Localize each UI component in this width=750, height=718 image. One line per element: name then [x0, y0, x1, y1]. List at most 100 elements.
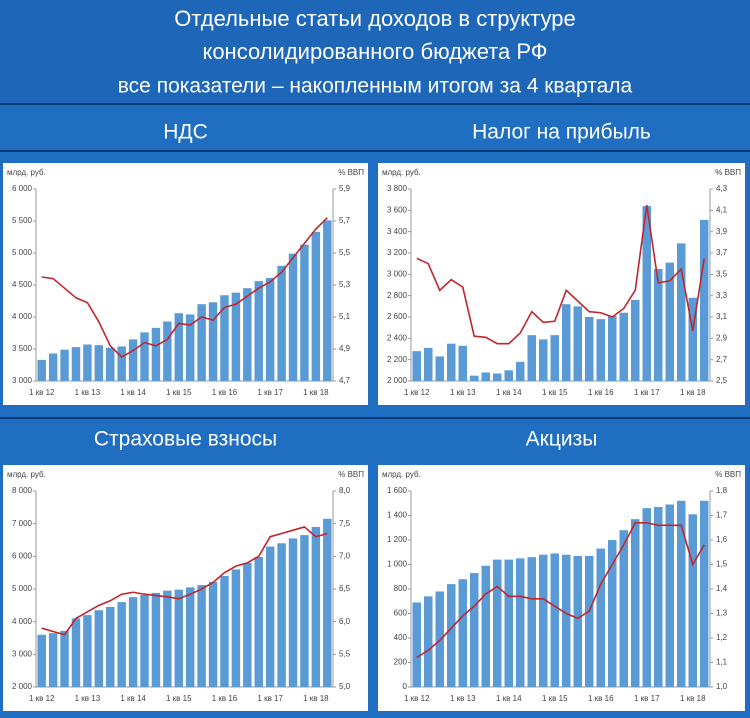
- bar: [492, 373, 502, 381]
- y2-tick-label: 7,5: [339, 519, 351, 528]
- y-axis-label: млрд. руб.: [382, 470, 421, 479]
- bar: [412, 602, 422, 687]
- bar: [254, 556, 263, 687]
- x-tick-label: 1 кв 12: [404, 694, 430, 703]
- bar: [106, 606, 115, 687]
- y-tick-label: 600: [394, 609, 408, 618]
- y-tick-label: 6 000: [12, 184, 33, 193]
- bar: [208, 581, 218, 687]
- bar: [60, 630, 69, 687]
- y2-tick-label: 8,0: [339, 486, 351, 495]
- y2-tick-label: 5,0: [339, 682, 351, 691]
- bar: [163, 321, 172, 381]
- y-tick-label: 3 000: [12, 376, 33, 385]
- y-tick-label: 2 400: [387, 333, 408, 342]
- y-tick-label: 5 000: [12, 584, 33, 593]
- bar: [174, 313, 184, 381]
- x-tick-label: 1 кв 14: [120, 694, 146, 703]
- line-series: [416, 204, 706, 345]
- y-tick-label: 2 600: [387, 312, 408, 321]
- x-tick-label: 1 кв 13: [75, 388, 101, 397]
- bar: [596, 319, 606, 381]
- y2-tick-label: 7,0: [339, 551, 351, 560]
- bar: [699, 500, 709, 687]
- bar: [277, 265, 286, 381]
- y2-tick-label: 3,3: [716, 291, 728, 300]
- x-tick-label: 1 кв 13: [450, 388, 476, 397]
- bar: [538, 554, 548, 687]
- y2-axis-label: % ВВП: [338, 470, 364, 479]
- x-tick-label: 1 кв 18: [303, 694, 329, 703]
- bar: [435, 356, 445, 381]
- x-tick-label: 1 кв 14: [496, 694, 522, 703]
- x-tick-label: 1 кв 12: [29, 694, 55, 703]
- y-axis-label: млрд. руб.: [382, 168, 421, 177]
- bar: [174, 589, 184, 687]
- x-tick-label: 1 кв 16: [212, 694, 238, 703]
- x-tick-label: 1 кв 17: [257, 694, 283, 703]
- bar: [323, 220, 332, 381]
- bar: [220, 575, 229, 687]
- chart-title: НДС: [163, 121, 208, 144]
- bar: [699, 219, 709, 381]
- y2-tick-label: 1,3: [716, 609, 728, 618]
- y-tick-label: 3 400: [387, 227, 408, 236]
- y2-tick-label: 5,3: [339, 280, 351, 289]
- bar: [504, 559, 514, 687]
- y2-tick-label: 1,4: [716, 584, 728, 593]
- x-tick-label: 1 кв 17: [257, 388, 283, 397]
- bar: [607, 540, 617, 687]
- bar: [37, 359, 46, 381]
- y2-tick-label: 1,0: [716, 682, 728, 691]
- bar: [163, 590, 172, 687]
- x-tick-label: 1 кв 18: [680, 694, 706, 703]
- bar: [71, 618, 81, 687]
- y2-tick-label: 4,3: [716, 184, 728, 193]
- y2-tick-label: 1,6: [716, 535, 728, 544]
- y-tick-label: 2 000: [12, 682, 33, 691]
- y-tick-label: 4 000: [12, 617, 33, 626]
- x-tick-label: 1 кв 16: [588, 694, 614, 703]
- y-tick-label: 3 200: [387, 248, 408, 257]
- header-title: консолидированного бюджета РФ: [202, 39, 547, 64]
- bar: [243, 288, 252, 381]
- bar: [688, 297, 698, 381]
- bar: [469, 573, 479, 687]
- bar: [481, 372, 491, 381]
- header-band: [0, 0, 750, 104]
- y2-tick-label: 2,9: [716, 333, 728, 342]
- bar: [151, 592, 161, 687]
- y-tick-label: 1 000: [387, 560, 408, 569]
- bar: [515, 558, 525, 687]
- y2-tick-label: 2,5: [716, 376, 728, 385]
- bar: [619, 530, 629, 687]
- bar: [83, 615, 92, 687]
- y2-tick-label: 5,7: [339, 216, 351, 225]
- bar: [642, 508, 652, 687]
- bar: [94, 610, 104, 687]
- bar: [185, 587, 195, 687]
- y2-axis-label: % ВВП: [715, 168, 741, 177]
- y2-tick-label: 3,7: [716, 248, 728, 257]
- bar: [676, 500, 686, 687]
- y-tick-label: 1 200: [387, 535, 408, 544]
- bar: [300, 244, 309, 381]
- y-tick-label: 3 000: [387, 269, 408, 278]
- line-series: [41, 217, 328, 358]
- bar: [412, 351, 422, 381]
- bar: [492, 559, 502, 687]
- x-tick-label: 1 кв 17: [634, 694, 660, 703]
- y2-tick-label: 6,5: [339, 584, 351, 593]
- bar: [642, 206, 652, 381]
- bar: [140, 332, 149, 381]
- bar: [423, 596, 433, 687]
- y2-tick-label: 3,9: [716, 227, 728, 236]
- line-series: [416, 522, 705, 659]
- bar: [231, 569, 241, 687]
- bar: [243, 562, 252, 687]
- header-subtitle: все показатели – накопленным итогом за 4…: [118, 75, 633, 98]
- bar: [83, 344, 92, 381]
- bar: [619, 312, 629, 381]
- y2-tick-label: 5,5: [339, 248, 351, 257]
- bar: [458, 345, 468, 381]
